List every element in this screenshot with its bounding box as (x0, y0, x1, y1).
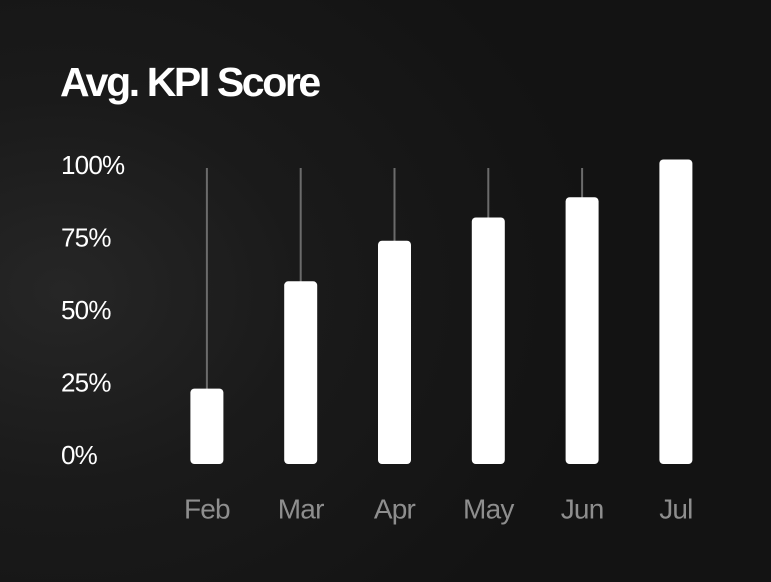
x-tick-label-jul: Jul (659, 494, 692, 525)
y-tick-label: 50% (61, 295, 111, 325)
bar-jun (565, 197, 599, 464)
x-tick-label-apr: Apr (374, 494, 416, 525)
y-axis: 0% 25% 50% 75% 100% (61, 150, 126, 470)
bar-may (471, 217, 505, 464)
y-tick-label: 100% (61, 150, 125, 180)
y-tick-label: 0% (61, 440, 98, 470)
x-tick-label-may: May (463, 494, 514, 525)
x-tick-label-jun: Jun (561, 494, 604, 525)
y-tick-label: 75% (61, 223, 111, 253)
bars (190, 159, 693, 464)
bar-tracks (205, 168, 584, 393)
bar-mar (284, 281, 318, 464)
x-tick-label-mar: Mar (278, 494, 324, 525)
bar-feb (190, 388, 224, 464)
y-tick-label: 25% (61, 368, 111, 398)
chart-title: Avg. KPI Score (60, 59, 321, 105)
x-tick-label-feb: Feb (184, 494, 230, 525)
bar-apr (378, 240, 411, 464)
bar-jul (659, 159, 693, 464)
x-axis: Feb Mar Apr May Jun Jul (184, 494, 693, 525)
